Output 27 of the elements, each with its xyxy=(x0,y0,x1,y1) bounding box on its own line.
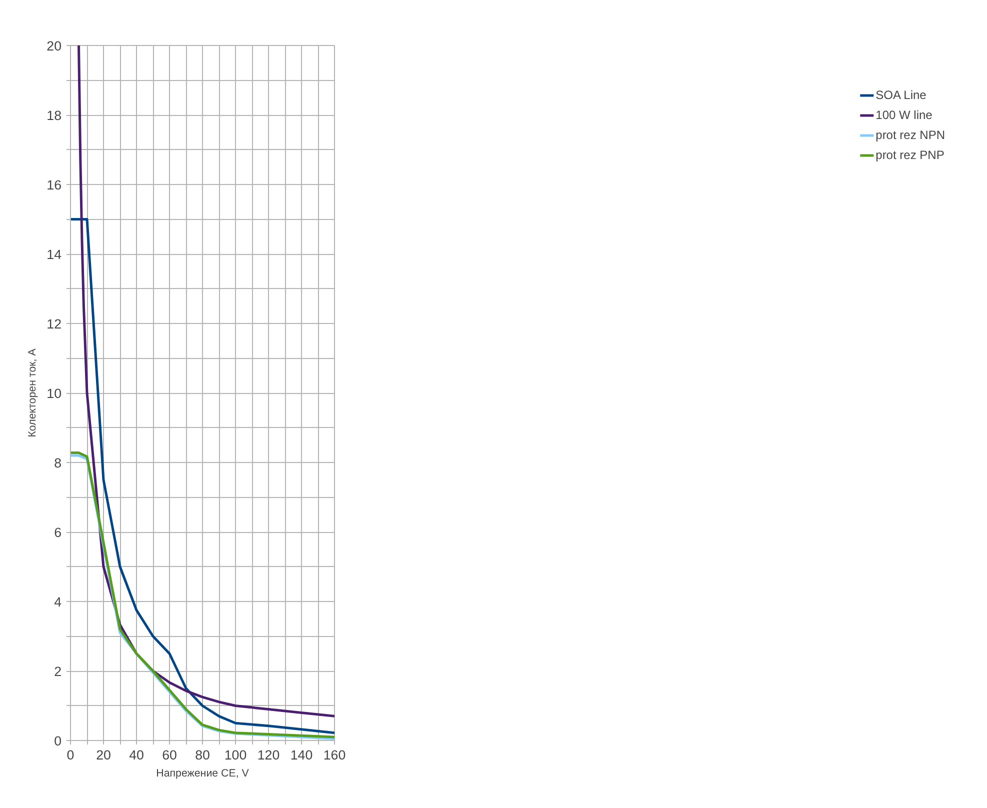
y-tick-label: 4 xyxy=(54,594,62,610)
y-tick-label: 18 xyxy=(46,108,62,123)
y-axis-title: Колекторен ток, А xyxy=(26,348,39,438)
legend-label: prot rez NPN xyxy=(876,128,945,142)
x-tick-label: 0 xyxy=(66,748,74,762)
y-tick-label: 16 xyxy=(46,178,62,192)
x-tick-label: 120 xyxy=(257,748,280,762)
y-tick-label: 12 xyxy=(46,316,62,332)
x-tick-label: 20 xyxy=(96,748,111,762)
legend-label: prot rez PNP xyxy=(876,148,944,162)
legend-label: 100 W line xyxy=(876,108,932,122)
x-tick-label: 40 xyxy=(129,748,144,762)
y-tick-label: 6 xyxy=(54,525,62,540)
y-tick-label: 2 xyxy=(54,664,62,679)
y-tick-label: 0 xyxy=(54,734,62,748)
x-tick-label: 140 xyxy=(290,748,313,762)
y-tick-label: 20 xyxy=(46,38,62,54)
x-tick-label: 100 xyxy=(224,748,247,762)
x-tick-label: 60 xyxy=(162,748,177,762)
y-tick-label: 10 xyxy=(46,386,62,401)
x-tick-label: 80 xyxy=(195,748,210,762)
line-series xyxy=(70,218,334,734)
y-tick-label: 14 xyxy=(46,247,62,262)
y-tick-label: 8 xyxy=(54,456,62,470)
legend-label: SOA Line xyxy=(876,88,926,102)
x-tick-label: 160 xyxy=(323,748,346,762)
x-axis-title: Напрежение CE, V xyxy=(156,768,250,780)
